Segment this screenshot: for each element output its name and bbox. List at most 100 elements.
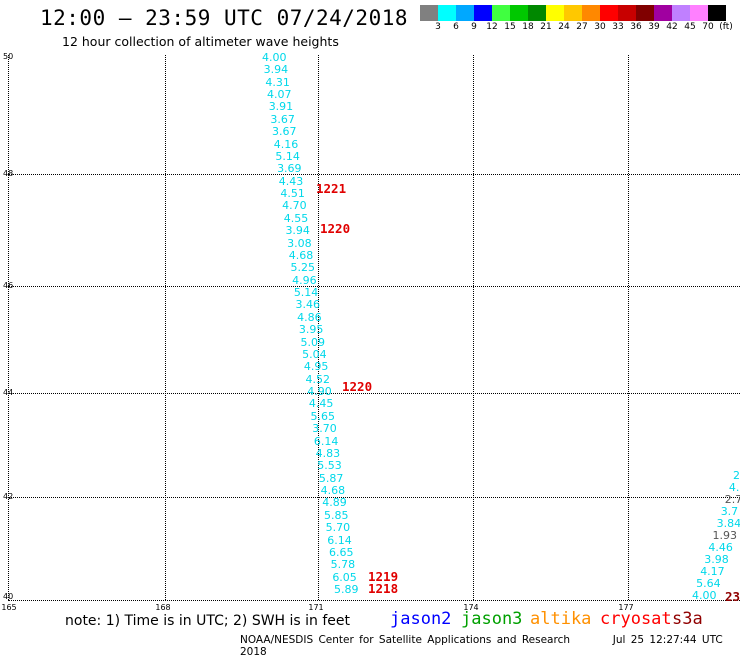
color-scale-bar [420,5,726,21]
color-scale-label: 70 [702,22,714,32]
satellite-legend-jason2: jason2 [390,609,452,629]
color-scale-label: 33 [612,22,624,32]
color-swatch [600,5,618,21]
wave-height-value: 4.68 [320,484,346,498]
pass-time-label: 1218 [368,581,399,596]
wave-height-value: 5.87 [318,471,344,485]
color-swatch [708,5,726,21]
map-subtitle: 12 hour collection of altimeter wave hei… [62,34,339,49]
wave-height-value: 3.98 [704,553,729,566]
wave-height-value: 4.89 [322,496,347,510]
color-scale-label: 9 [471,22,477,32]
wave-height-value: 6.14 [327,533,352,547]
wave-height-value: 5.04 [302,347,327,361]
latitude-label: 40 [3,592,14,601]
wave-height-value: 3.7 [720,505,739,518]
color-scale-label: 36 [630,22,642,32]
pass-time-label: 23 [725,589,740,604]
color-swatch [636,5,654,21]
wave-height-value: 3.67 [270,112,295,126]
color-swatch [654,5,672,21]
pass-time-label: 1221 [316,181,347,196]
wave-height-value: 4.68 [288,248,314,262]
wave-height-value: 4.43 [278,174,304,188]
wave-height-value: 5.25 [290,261,315,275]
wave-height-value: 4.00 [692,589,717,602]
longitude-label: 174 [463,603,479,612]
wave-height-value: 4.45 [308,397,334,411]
longitude-gridline-177 [628,55,629,600]
latitude-label: 50 [3,52,14,61]
longitude-label: 165 [1,603,17,612]
pass-time-label: 1220 [320,221,351,236]
map-title: 12:00 – 23:59 UTC 07/24/2018 [40,6,409,30]
wave-height-value: 4.17 [700,565,725,578]
map-frame-left [8,55,9,600]
wave-height-value: 6.05 [332,570,357,584]
longitude-label: 177 [618,603,634,612]
color-swatch [510,5,528,21]
color-scale-labels: 3 6 9 12 15 18 21 24 27 30 33 36 39 42 45 70 (ft) [420,22,740,34]
color-swatch [672,5,690,21]
wave-height-value: 1.93 [712,529,738,542]
footer-org: NOAA/NESDIS Center for Satellite Applica… [240,634,570,646]
wave-height-value: 4.96 [292,273,317,287]
footer-spacer [575,634,607,646]
wave-height-value: 5.70 [325,521,351,535]
wave-height-value: 4.31 [265,75,290,89]
latitude-label: 46 [3,281,14,290]
wave-height-value: 3.08 [287,236,312,250]
wave-height-value: 5.89 [334,583,359,596]
wave-height-value: 4.90 [307,385,332,399]
color-swatch [456,5,474,21]
wave-height-value: 5.09 [300,335,326,349]
wave-height-value: 4.83 [315,446,341,460]
satellite-legend-cryosat: cryosat [600,609,672,629]
longitude-gridline-168 [165,55,166,600]
wave-height-value: 2 [733,469,740,482]
wave-height-value: 4.70 [282,199,307,213]
color-scale-label: 42 [666,22,678,32]
color-swatch [582,5,600,21]
wave-height-value: 3.67 [272,125,297,139]
latitude-gridline-48 [8,174,740,175]
longitude-gridline-171 [318,55,319,600]
color-scale-label: 6 [453,22,459,32]
color-scale-label: 12 [486,22,498,32]
wave-height-value: 5.64 [696,577,721,590]
color-scale-label: 15 [504,22,516,32]
wave-height-value: 3.94 [263,63,289,77]
wave-height-value: 3.94 [285,224,310,238]
wave-height-value: 6.65 [328,545,354,559]
color-scale-label: 45 [684,22,696,32]
wave-height-value: 4.52 [305,372,331,386]
color-swatch [564,5,582,21]
wave-height-value: 3.84 [716,517,740,530]
wave-height-value: 3.69 [277,162,302,176]
pass-time-label: 1220 [342,379,373,394]
longitude-label: 168 [155,603,171,612]
wave-height-value: 5.85 [323,508,349,522]
wave-height-value: 4.46 [708,541,733,554]
satellite-legend-s3a: s3a [672,609,703,629]
longitude-label: 171 [308,603,324,612]
wave-height-value: 4.00 [262,51,287,64]
satellite-legend-altika: altika [530,609,592,629]
wave-height-value: 4. [728,481,740,494]
satellite-legend-jason3: jason3 [461,609,523,629]
latitude-label: 48 [3,169,14,178]
color-scale-label: 18 [522,22,534,32]
color-scale-label: 3 [435,22,441,32]
color-swatch [528,5,546,21]
wave-height-value: 4.95 [303,360,329,374]
color-swatch [474,5,492,21]
wave-height-value: 4.55 [283,211,309,225]
wave-height-value: 5.53 [317,459,342,473]
wave-height-value: 5.65 [310,409,336,423]
latitude-gridline-46 [8,286,740,287]
latitude-gridline-44 [8,393,740,394]
color-scale-label: 24 [558,22,570,32]
color-scale-label: 21 [540,22,552,32]
color-swatch [438,5,456,21]
wave-height-value: 4.16 [273,137,299,151]
